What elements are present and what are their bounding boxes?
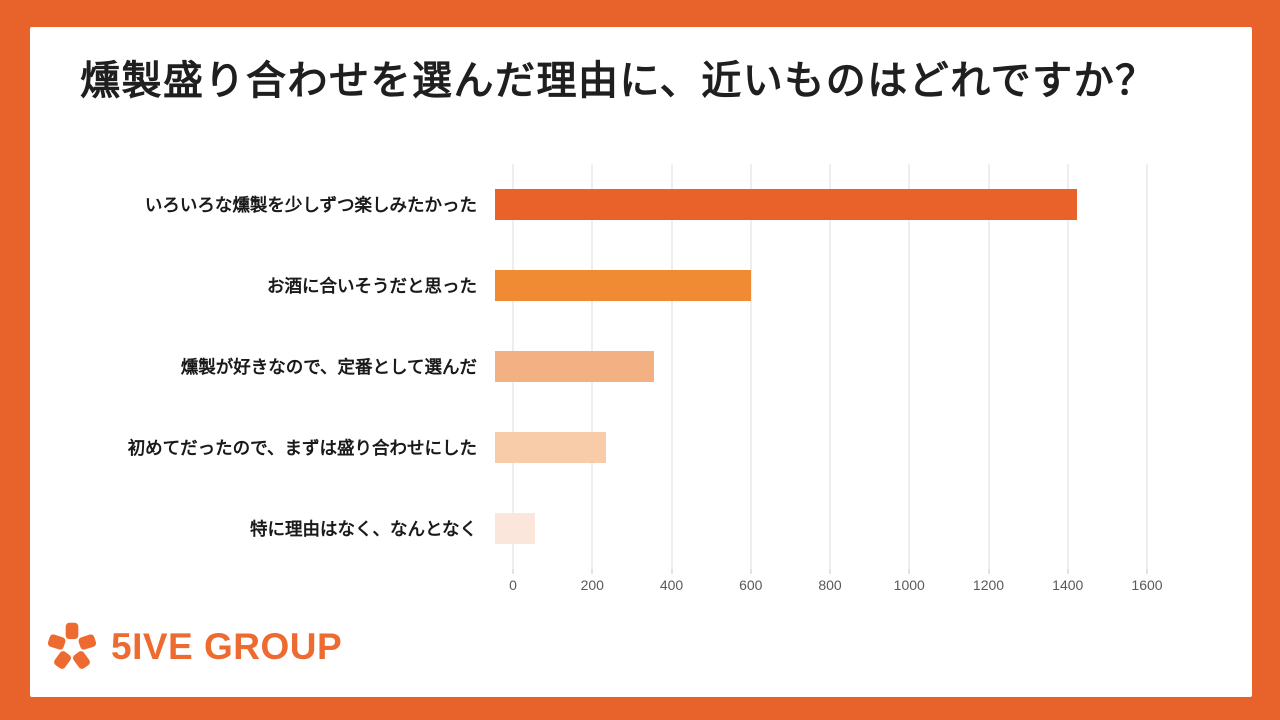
logo-petal xyxy=(54,651,71,669)
category-label: お酒に合いそうだと思った xyxy=(267,276,477,296)
chart-row: 特に理由はなく、なんとなく xyxy=(30,488,1252,569)
bar-track xyxy=(495,189,1129,220)
category-label: いろいろな燻製を少しずつ楽しみたかった xyxy=(144,195,477,215)
axis-tick xyxy=(988,569,989,574)
x-axis: 0 200 400 600 800 1000 1200 1400 1600 xyxy=(509,577,1162,597)
bar-track xyxy=(495,270,1129,301)
bar-track xyxy=(495,351,1129,382)
category-label: 燻製が好きなので、定番として選んだ xyxy=(180,357,477,377)
x-axis-tick-label: 800 xyxy=(818,577,842,593)
company-logo-text: 5IVE GROUP xyxy=(111,626,343,667)
chart-title: 燻製盛り合わせを選んだ理由に、近いものはどれですか？ xyxy=(80,59,1157,103)
category-label: 特に理由はなく、なんとなく xyxy=(250,519,477,539)
logo-petal xyxy=(73,651,90,669)
x-axis-tick-label: 1200 xyxy=(972,577,1005,593)
x-axis-tick-label: 200 xyxy=(580,577,604,593)
bar xyxy=(495,270,751,301)
bar-chart: いろいろな燻製を少しずつ楽しみたかったお酒に合いそうだと思った燻製が好きなので、… xyxy=(30,164,1252,593)
bar xyxy=(495,351,654,382)
bar xyxy=(495,189,1078,220)
axis-tick xyxy=(829,569,831,574)
bar xyxy=(495,513,535,544)
logo-petal xyxy=(78,634,97,650)
axis-tick xyxy=(591,569,593,574)
x-axis-tick-label: 1000 xyxy=(893,577,925,593)
x-axis-tick-label: 1600 xyxy=(1131,577,1163,593)
chart-row: 初めてだったので、まずは盛り合わせにした xyxy=(30,407,1252,488)
x-axis-tick-label: 0 xyxy=(509,577,517,593)
chart-rows: いろいろな燻製を少しずつ楽しみたかったお酒に合いそうだと思った燻製が好きなので、… xyxy=(30,164,1252,569)
bar xyxy=(495,432,606,463)
bar-track xyxy=(495,513,1129,544)
axis-tick xyxy=(1146,569,1148,574)
slide-content: 燻製盛り合わせを選んだ理由に、近いものはどれですか？ いろいろな燻製を少しずつ楽… xyxy=(30,27,1252,697)
x-axis-tick-label: 600 xyxy=(739,577,763,593)
logo-petal xyxy=(65,622,79,640)
bar-track xyxy=(495,432,1129,463)
axis-tick xyxy=(750,569,752,574)
axis-tick xyxy=(1067,569,1069,574)
company-logo: 5IVE GROUP xyxy=(44,619,342,675)
x-axis-tick-label: 1400 xyxy=(1052,577,1084,593)
axis-tick xyxy=(512,569,514,574)
five-petal-asterisk-icon xyxy=(47,622,97,669)
chart-row: お酒に合いそうだと思った xyxy=(30,245,1252,326)
x-axis-tick-label: 400 xyxy=(659,577,684,593)
chart-row: いろいろな燻製を少しずつ楽しみたかった xyxy=(30,164,1252,245)
axis-tick xyxy=(908,569,910,574)
logo-petal xyxy=(47,634,66,650)
category-label: 初めてだったので、まずは盛り合わせにした xyxy=(127,438,477,458)
axis-tick xyxy=(671,569,672,574)
chart-row: 燻製が好きなので、定番として選んだ xyxy=(30,326,1252,407)
